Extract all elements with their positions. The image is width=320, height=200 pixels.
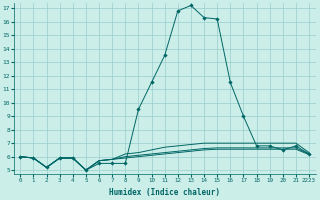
X-axis label: Humidex (Indice chaleur): Humidex (Indice chaleur) [109,188,220,197]
